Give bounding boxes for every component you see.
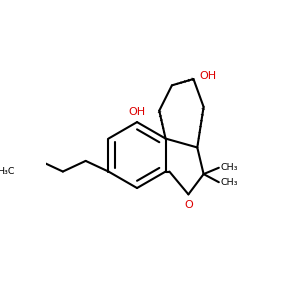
Text: OH: OH [199,71,216,82]
Text: OH: OH [128,106,145,116]
Text: CH₃: CH₃ [220,163,238,172]
Text: CH₃: CH₃ [220,178,238,187]
Text: H₃C: H₃C [0,167,15,176]
Text: O: O [184,200,193,210]
